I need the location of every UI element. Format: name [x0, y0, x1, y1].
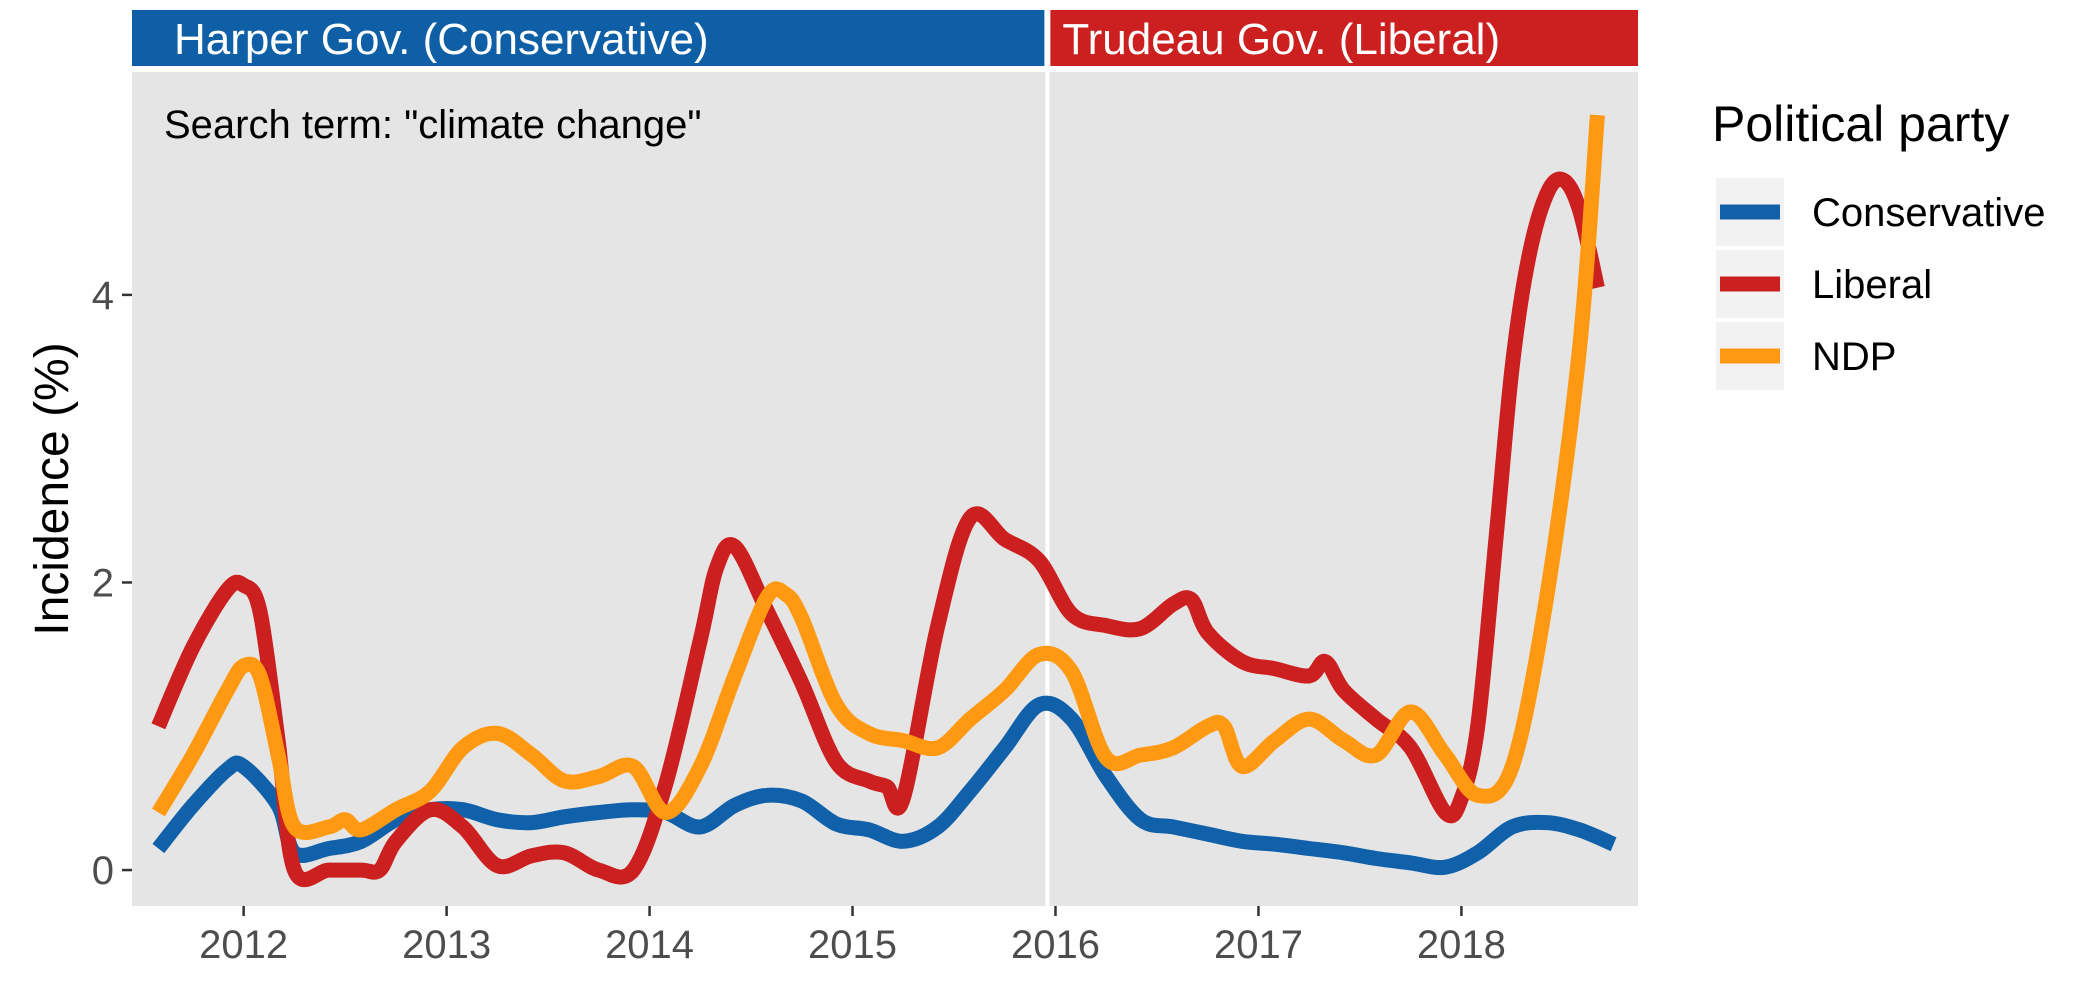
y-tick-label: 0	[92, 849, 114, 893]
legend: Political party Conservative Liberal NDP	[1712, 96, 2045, 390]
x-axis: 2012 2013 2014 2015 2016 2017 2018	[199, 906, 1506, 967]
y-tick-label: 2	[92, 561, 114, 605]
x-tick-label: 2017	[1214, 923, 1303, 967]
series-lines	[151, 114, 1617, 888]
series-line-liberal	[151, 171, 1605, 888]
legend-title: Political party	[1712, 96, 2009, 152]
series-line-ndp	[151, 114, 1605, 840]
legend-label-conservative: Conservative	[1812, 191, 2045, 235]
strip-label-harper: Harper Gov. (Conservative)	[174, 15, 709, 64]
x-tick-label: 2018	[1417, 923, 1506, 967]
legend-label-liberal: Liberal	[1812, 263, 1932, 307]
strip-label-trudeau: Trudeau Gov. (Liberal)	[1062, 15, 1500, 64]
y-axis-title: Incidence (%)	[26, 342, 79, 635]
series-line-conservative	[152, 695, 1617, 876]
strip-trudeau	[1050, 10, 1638, 66]
y-axis: 0 2 4	[92, 274, 132, 893]
x-tick-label: 2013	[402, 923, 491, 967]
plot-panel	[132, 72, 1638, 906]
strip-harper	[132, 10, 1045, 66]
panel-strips: Harper Gov. (Conservative) Trudeau Gov. …	[132, 10, 1638, 66]
x-tick-label: 2016	[1011, 923, 1100, 967]
x-tick-label: 2015	[808, 923, 897, 967]
x-tick-label: 2012	[199, 923, 288, 967]
search-term-annotation: Search term: "climate change"	[164, 103, 702, 147]
y-tick-label: 4	[92, 274, 114, 318]
x-tick-label: 2014	[605, 923, 694, 967]
legend-label-ndp: NDP	[1812, 335, 1896, 379]
